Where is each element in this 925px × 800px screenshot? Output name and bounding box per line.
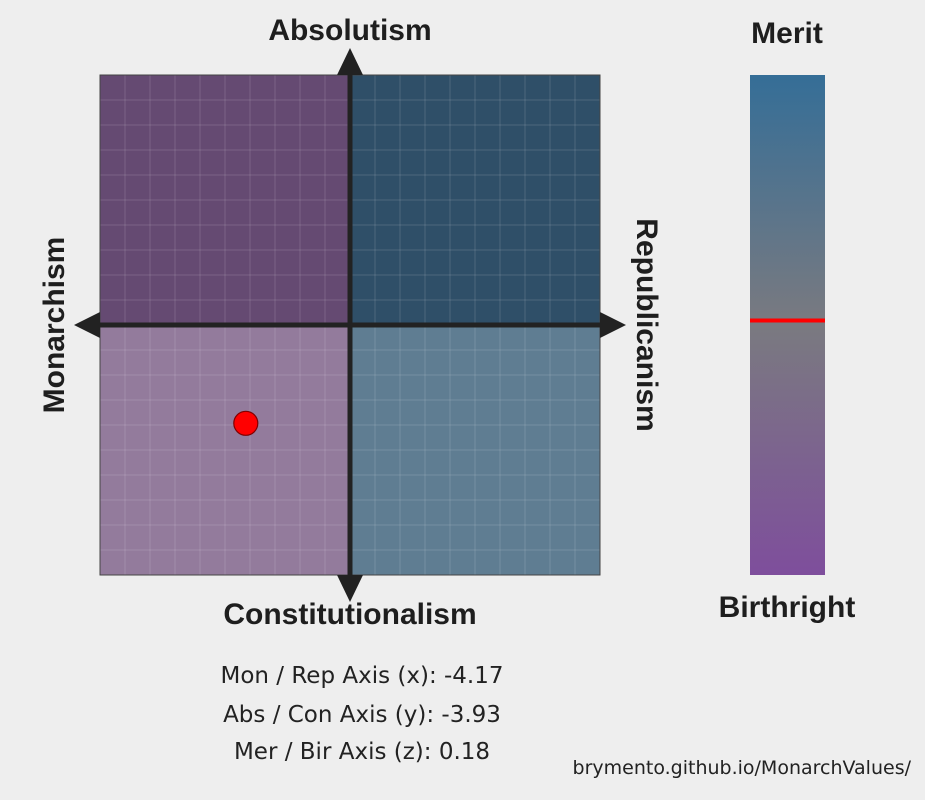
axis-label-left: Monarchism — [38, 236, 71, 414]
z-axis-bar — [750, 75, 825, 575]
arrow-up-icon — [337, 48, 363, 75]
score-x-text: Mon / Rep Axis (x): -4.17 — [220, 663, 504, 689]
source-url[interactable]: brymento.github.io/MonarchValues/ — [572, 757, 911, 779]
z-axis-label-top: Merit — [751, 17, 823, 50]
arrow-right-icon — [600, 312, 626, 338]
score-y-text: Abs / Con Axis (y): -3.93 — [223, 702, 501, 728]
axis-label-top: Absolutism — [268, 14, 432, 47]
result-marker — [233, 410, 259, 436]
arrow-down-icon — [337, 575, 363, 602]
quadrant-bottom-right — [350, 325, 600, 575]
quadrant-top-left — [100, 75, 350, 325]
z-axis-label-bottom: Birthright — [718, 591, 856, 624]
quadrant-top-right — [350, 75, 600, 325]
axis-label-right: Republicanism — [630, 218, 663, 432]
score-z-text: Mer / Bir Axis (z): 0.18 — [233, 739, 491, 765]
arrow-left-icon — [74, 312, 100, 338]
quadrant-bottom-left — [100, 325, 350, 575]
axis-label-bottom: Constitutionalism — [223, 598, 477, 631]
